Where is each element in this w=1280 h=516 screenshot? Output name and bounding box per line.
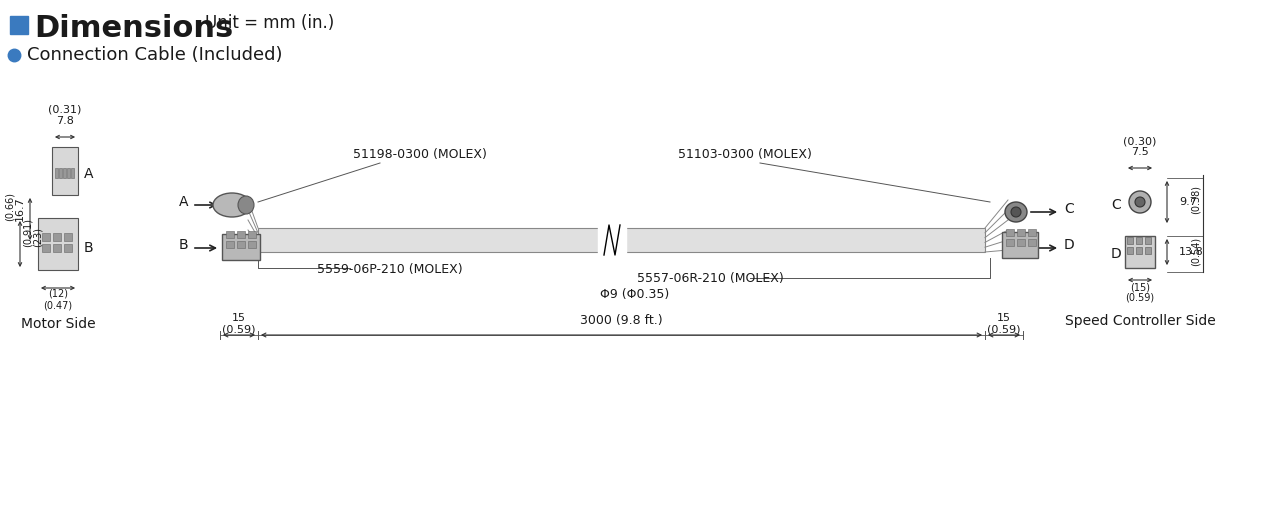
Ellipse shape [1011,207,1021,217]
Bar [248,231,256,238]
Text: B: B [178,238,188,252]
Text: 15: 15 [232,313,246,323]
Text: 13.8: 13.8 [1179,247,1203,257]
Text: D: D [1110,247,1121,261]
Text: Φ9 (Φ0.35): Φ9 (Φ0.35) [600,288,669,301]
Bar [1126,247,1133,254]
Text: 7.5: 7.5 [1132,147,1149,157]
Bar [67,168,70,178]
Text: Dimensions: Dimensions [35,14,233,43]
Bar [64,244,72,252]
Text: 3000 (9.8 ft.): 3000 (9.8 ft.) [580,314,663,327]
Ellipse shape [238,196,253,214]
Bar [1018,239,1025,246]
Ellipse shape [212,193,251,217]
Text: (12): (12) [49,289,68,299]
Text: (0.59): (0.59) [987,324,1020,334]
Text: A: A [178,195,188,209]
Bar [64,233,72,241]
Bar [63,168,67,178]
Bar [52,147,78,195]
Bar [237,241,244,248]
Text: D: D [1064,238,1075,252]
Ellipse shape [1005,202,1027,222]
Text: 5559-06P-210 (MOLEX): 5559-06P-210 (MOLEX) [317,263,463,276]
Text: (0.47): (0.47) [44,300,73,310]
Bar [227,231,234,238]
Bar [1125,236,1155,268]
Bar [1146,247,1151,254]
Text: (0.38): (0.38) [1190,185,1201,215]
Bar [70,168,74,178]
Bar [59,168,61,178]
Bar [227,241,234,248]
Bar [42,233,50,241]
Text: Speed Controller Side: Speed Controller Side [1065,314,1216,328]
Bar [52,244,61,252]
Text: 5557-06R-210 (MOLEX): 5557-06R-210 (MOLEX) [636,272,783,285]
Ellipse shape [1135,197,1146,207]
Bar [1126,237,1133,244]
Bar [1146,237,1151,244]
Bar [1006,239,1014,246]
Bar [237,231,244,238]
Text: (0.31): (0.31) [49,105,82,115]
Text: 51198-0300 (MOLEX): 51198-0300 (MOLEX) [353,148,486,161]
Bar [248,241,256,248]
Text: 9.7: 9.7 [1179,197,1197,207]
Bar [1006,229,1014,236]
Bar [221,234,260,260]
Bar [1028,239,1036,246]
Text: 51103-0300 (MOLEX): 51103-0300 (MOLEX) [678,148,812,161]
Bar [38,218,78,270]
Text: (0.54): (0.54) [1190,236,1201,266]
Text: (23): (23) [33,227,44,247]
Bar [52,233,61,241]
Bar [42,244,50,252]
Bar [55,168,58,178]
Text: 16.7: 16.7 [15,196,26,221]
Text: Connection Cable (Included): Connection Cable (Included) [27,46,283,64]
Bar [259,228,986,252]
Text: (15): (15) [1130,282,1149,292]
Text: 15: 15 [997,313,1011,323]
Text: C: C [1064,202,1074,216]
Text: Unit = mm (in.): Unit = mm (in.) [205,14,334,32]
Bar [598,224,626,256]
Bar [1018,229,1025,236]
Text: A: A [84,167,93,181]
Text: (0.59): (0.59) [223,324,256,334]
Text: (0.59): (0.59) [1125,292,1155,302]
Bar [1002,232,1038,258]
Text: (0.30): (0.30) [1124,136,1157,146]
Ellipse shape [1129,191,1151,213]
Text: Motor Side: Motor Side [20,317,95,331]
Bar [1137,247,1142,254]
Bar [1028,229,1036,236]
Text: 7.8: 7.8 [56,116,74,126]
Text: (0.91): (0.91) [23,218,33,247]
Text: (0.66): (0.66) [5,192,15,221]
Text: B: B [84,241,93,255]
Bar [1137,237,1142,244]
Bar [10,16,28,34]
Text: C: C [1111,198,1121,212]
